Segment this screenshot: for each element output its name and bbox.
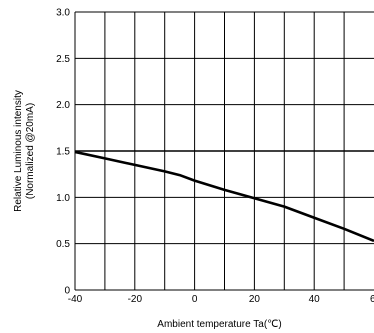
- y-tick-label: 0.5: [56, 239, 70, 250]
- y-tick-labels: 0 0.5 1.0 1.5 2.0 2.5 3.0: [56, 8, 70, 297]
- y-axis-label-line2: (Normalized @20mA): [25, 103, 36, 199]
- series-line: [74, 150, 374, 243]
- x-tick-label: -20: [128, 294, 143, 305]
- x-tick-label: 20: [249, 294, 261, 305]
- y-tick-label: 2.5: [56, 54, 70, 65]
- x-tick-label: -40: [68, 294, 83, 305]
- y-axis-label-line1: Relative Luminous intensity: [13, 90, 24, 212]
- x-tick-label: 40: [309, 294, 321, 305]
- x-axis-label: Ambient temperature Ta(℃): [157, 319, 281, 330]
- y-tick-label: 1.5: [56, 147, 70, 158]
- x-tick-labels: -40 -20 0 20 40 6: [68, 294, 374, 305]
- x-tick-label: 0: [192, 294, 198, 305]
- y-tick-label: 1.0: [56, 193, 70, 204]
- y-tick-label: 0: [64, 286, 70, 297]
- series-group: [74, 150, 374, 243]
- x-tick-label: 6: [370, 294, 374, 305]
- y-tick-label: 3.0: [56, 8, 70, 19]
- y-tick-label: 2.0: [56, 100, 70, 111]
